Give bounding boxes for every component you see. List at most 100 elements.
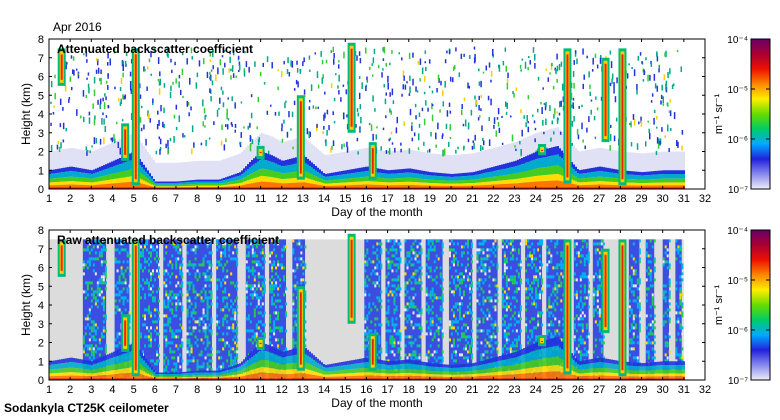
x-tick-label: 19 (424, 193, 436, 205)
x-tick-label: 4 (109, 193, 115, 205)
x-tick-label: 13 (297, 193, 309, 205)
x-tick-label: 24 (530, 384, 542, 396)
x-tick-label: 28 (614, 384, 626, 396)
y-tick-label: 5 (38, 90, 44, 102)
y-tick-label: 1 (38, 165, 44, 177)
noisy-period (628, 239, 641, 380)
panel-attenuated-backscatter: 1 2 3 4 5 6 7 8 9 10 11 12 13 14 15 16 17 18 19 20 21 22 23 24 2… (19, 34, 711, 219)
noisy-period (675, 239, 684, 380)
cloud-event (131, 239, 140, 377)
x-tick-label: 20 (445, 384, 457, 396)
noisy-period (385, 239, 402, 380)
noisy-period (186, 239, 213, 380)
noisy-period (404, 239, 423, 380)
date-label: Apr 2016 (53, 20, 102, 34)
colorbar-tick-label: 10⁻⁷ (728, 185, 748, 196)
cloud-event (296, 95, 305, 180)
x-tick-label: 32 (699, 193, 711, 205)
noise-fill (628, 239, 640, 380)
x-tick-label: 13 (297, 384, 309, 396)
cloud-event (563, 239, 572, 375)
x-tick-label: 10 (233, 193, 245, 205)
colorbar-top: 10⁻⁴ 10⁻⁵ 10⁻⁶ 10⁻⁷ m⁻¹ sr⁻¹ (713, 35, 771, 196)
colorbar-tick-label: 10⁻⁵ (727, 85, 748, 96)
y-tick-label: 5 (38, 281, 44, 293)
x-tick-label: 22 (487, 384, 499, 396)
cloud-event (368, 142, 377, 180)
x-tick-label: 27 (593, 384, 605, 396)
y-tick-label: 2 (38, 338, 44, 350)
y-tick-label: 3 (38, 128, 44, 140)
x-tick-label: 30 (657, 384, 669, 396)
cloud-event (256, 336, 265, 350)
y-tick-label: 0 (38, 375, 44, 387)
x-tick-label: 1 (46, 384, 52, 396)
x-tick-label: 20 (445, 193, 457, 205)
noisy-period (216, 239, 239, 380)
y-tick-label: 6 (38, 72, 44, 84)
cloud-event (618, 48, 627, 186)
x-tick-label: 21 (466, 384, 478, 396)
x-tick-label: 3 (88, 193, 94, 205)
panel-raw-attenuated-backscatter: 1 2 3 4 5 6 7 8 9 10 11 12 13 14 15 16 17 18 19 20 21 22 23 24 2… (19, 225, 711, 410)
colorbar-gradient (750, 229, 771, 381)
cloud-event (538, 144, 547, 156)
backscatter-field (49, 233, 685, 380)
x-tick-label: 16 (360, 193, 372, 205)
cloud-event (121, 314, 130, 352)
x-tick-label: 10 (233, 384, 245, 396)
x-tick-label: 23 (508, 384, 520, 396)
y-axis-label: Height (km) (19, 274, 33, 336)
colorbar-tick-label: 10⁻⁴ (727, 35, 748, 46)
backscatter-field (49, 42, 685, 189)
x-axis-label: Day of the month (331, 396, 422, 410)
x-tick-label: 23 (508, 193, 520, 205)
x-tick-label: 26 (572, 384, 584, 396)
x-tick-label: 2 (67, 193, 73, 205)
panel-title: Attenuated backscatter coefficient (57, 42, 253, 56)
x-tick-label: 25 (551, 193, 563, 205)
panel-title: Raw attenuated backscatter coefficient (57, 233, 279, 247)
colorbar-unit-label: m⁻¹ sr⁻¹ (713, 285, 725, 326)
x-tick-label: 31 (678, 384, 690, 396)
x-tick-label: 22 (487, 193, 499, 205)
colorbar-unit-label: m⁻¹ sr⁻¹ (713, 94, 725, 135)
noise-fill (592, 239, 604, 380)
cloud-event (601, 248, 610, 334)
noise-fill (645, 239, 655, 380)
cloud-event (563, 48, 572, 184)
x-tick-label: 19 (424, 384, 436, 396)
x-tick-label: 21 (466, 193, 478, 205)
x-tick-label: 25 (551, 384, 563, 396)
x-tick-label: 14 (318, 384, 330, 396)
x-tick-label: 2 (67, 384, 73, 396)
y-tick-label: 4 (38, 109, 44, 121)
y-tick-label: 6 (38, 263, 44, 275)
cloud-event (131, 48, 140, 186)
x-tick-label: 16 (360, 384, 372, 396)
x-tick-label: 9 (215, 193, 221, 205)
cloud-event (57, 48, 66, 86)
x-tick-label: 11 (255, 384, 266, 396)
x-tick-label: 6 (152, 384, 158, 396)
cloud-event (618, 239, 627, 377)
cloud-event (601, 57, 610, 143)
y-tick-label: 8 (38, 225, 44, 237)
x-tick-label: 26 (572, 193, 584, 205)
x-tick-label: 1 (46, 193, 52, 205)
cloud-event (256, 145, 265, 159)
x-tick-label: 8 (194, 193, 200, 205)
x-tick-label: 7 (173, 193, 179, 205)
cloud-event (296, 286, 305, 371)
x-tick-label: 29 (635, 193, 647, 205)
x-tick-label: 5 (131, 384, 137, 396)
cloud-event (347, 233, 356, 324)
x-tick-label: 17 (381, 384, 393, 396)
x-tick-label: 18 (403, 193, 415, 205)
x-tick-label: 31 (678, 193, 690, 205)
x-tick-label: 7 (173, 384, 179, 396)
y-tick-label: 0 (38, 184, 44, 196)
x-tick-label: 17 (381, 193, 393, 205)
cloud-event (368, 333, 377, 371)
